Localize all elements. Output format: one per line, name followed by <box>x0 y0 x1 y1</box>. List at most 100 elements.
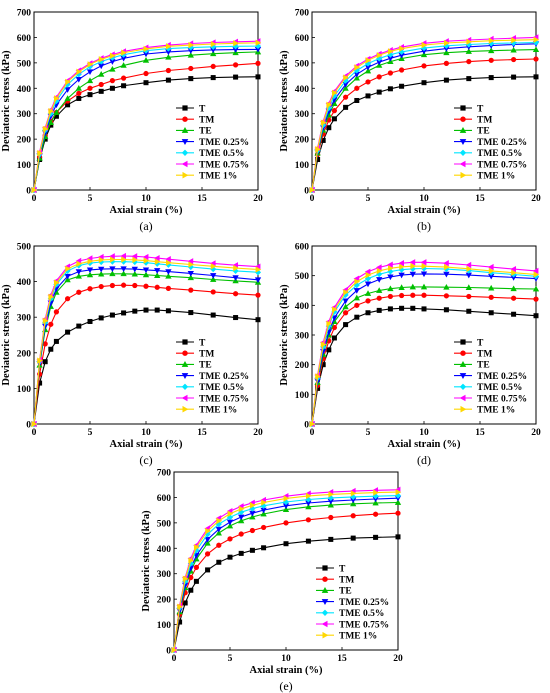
legend-marker-tme-0-75 <box>459 394 466 402</box>
data-point-t <box>261 545 267 551</box>
series-te <box>30 270 262 427</box>
data-point-t <box>387 86 393 92</box>
data-point-te <box>488 284 495 291</box>
data-point-tme-0-25 <box>232 275 239 281</box>
legend-marker-te <box>181 361 189 367</box>
data-point-tme-1 <box>326 101 333 108</box>
data-point-tme-1 <box>76 260 83 267</box>
y-axis-title: Deviatoric stress (kPa) <box>1 50 12 152</box>
data-point-te <box>249 513 256 520</box>
data-point-tm <box>466 293 472 300</box>
x-tick-label: 5 <box>228 654 233 664</box>
y-tick-label: 0 <box>26 187 31 197</box>
legend-label-te: TE <box>477 361 490 371</box>
x-tick-label: 20 <box>393 654 403 664</box>
data-point-te <box>64 276 71 283</box>
data-point-tm <box>132 282 138 289</box>
data-point-te <box>238 517 245 524</box>
data-point-tme-1 <box>53 95 60 102</box>
data-point-tme-1 <box>109 52 116 59</box>
data-point-t <box>466 308 472 314</box>
legend-marker-t <box>460 105 466 111</box>
data-point-tm <box>488 57 494 63</box>
data-point-tme-1 <box>188 41 195 49</box>
data-point-te <box>53 109 60 115</box>
data-point-t <box>188 76 194 82</box>
data-point-tm <box>354 302 360 308</box>
x-axis-title: Axial strain (%) <box>388 205 461 216</box>
data-point-te <box>120 62 127 68</box>
data-point-te <box>165 54 172 60</box>
data-point-t <box>466 76 472 82</box>
data-point-t <box>443 77 449 83</box>
data-point-tm <box>193 564 200 570</box>
data-point-te <box>165 273 172 279</box>
data-point-tm <box>443 60 450 66</box>
data-point-tme-0-25 <box>120 266 127 273</box>
legend-label-tme-0-5: TME 0.5% <box>477 383 522 393</box>
legend-label-tme-0-75: TME 0.75% <box>199 394 249 404</box>
data-point-t <box>76 323 82 329</box>
data-point-tm <box>421 292 427 298</box>
data-point-tm <box>395 510 401 516</box>
data-point-tm <box>53 309 60 315</box>
data-point-te <box>109 65 116 72</box>
legend-marker-tme-1 <box>182 405 189 413</box>
legend-label-tme-1: TME 1% <box>339 632 377 642</box>
data-point-tm <box>87 85 93 91</box>
series-line-tme-0-5 <box>311 267 537 425</box>
data-point-tme-0-75 <box>398 260 405 267</box>
y-tick-label: 200 <box>17 136 32 146</box>
data-point-te <box>187 274 194 281</box>
data-point-tme-1 <box>31 420 38 428</box>
data-point-te <box>420 51 428 58</box>
data-point-t <box>76 95 82 101</box>
data-point-t <box>511 311 517 317</box>
data-point-tme-1 <box>309 186 316 194</box>
y-tick-label: 300 <box>17 110 32 120</box>
x-tick-label: 20 <box>531 428 541 438</box>
y-tick-label: 500 <box>295 272 310 282</box>
data-point-tm <box>76 90 82 96</box>
legend-label-te: TE <box>339 587 352 597</box>
data-point-t <box>365 310 371 316</box>
data-point-tme-1 <box>143 257 150 264</box>
y-tick-label: 300 <box>17 314 32 324</box>
data-point-tme-1 <box>331 89 338 97</box>
x-tick-label: 15 <box>337 654 347 664</box>
data-point-tm <box>398 292 405 299</box>
data-point-te <box>350 500 357 507</box>
data-point-tm <box>249 527 256 534</box>
data-point-tme-1 <box>331 306 338 313</box>
x-tick-label: 10 <box>281 654 291 664</box>
data-point-te <box>465 284 472 290</box>
data-point-te <box>187 51 194 58</box>
data-point-tme-1 <box>365 271 372 279</box>
data-point-t <box>533 313 539 319</box>
data-point-te <box>353 294 360 301</box>
data-point-te <box>387 285 394 292</box>
legend-marker-tme-1 <box>182 171 189 179</box>
x-tick-label: 20 <box>531 194 541 204</box>
data-point-tme-1 <box>343 289 349 296</box>
data-point-tme-1 <box>315 146 321 153</box>
data-point-tme-1 <box>365 57 372 64</box>
data-point-tme-1 <box>443 39 450 47</box>
data-point-tme-1 <box>373 489 379 496</box>
legend-label-tm: TM <box>477 116 492 126</box>
legend-label-tme-1: TME 1% <box>477 172 515 182</box>
data-point-tm <box>283 520 289 526</box>
y-axis-title: Deviatoric stress (kPa) <box>1 284 12 386</box>
data-point-tme-0-25 <box>331 315 338 322</box>
legend-label-t: T <box>477 104 484 114</box>
legend-marker-tme-0-25 <box>459 373 467 379</box>
data-point-tme-1 <box>87 258 94 265</box>
y-tick-label: 100 <box>295 391 310 401</box>
data-point-tme-1 <box>326 320 333 327</box>
data-point-te <box>98 270 105 277</box>
data-point-te <box>364 67 372 74</box>
data-point-tm <box>305 517 312 523</box>
legend-marker-tme-0-25 <box>181 373 189 379</box>
data-point-tm <box>188 287 194 293</box>
series-tm <box>309 292 539 427</box>
